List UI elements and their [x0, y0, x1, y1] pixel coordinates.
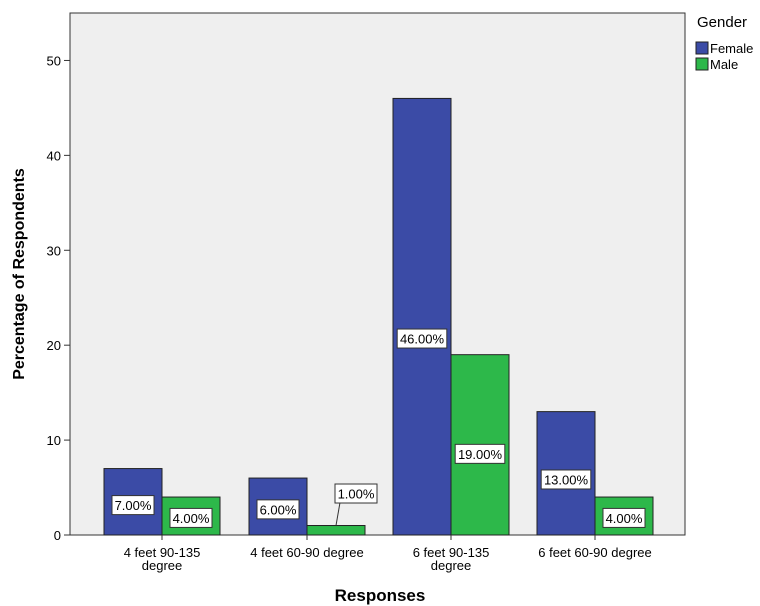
legend-swatch-female	[695, 41, 709, 55]
data-label-male-3-box	[454, 443, 506, 464]
data-label-female-3-box	[396, 328, 448, 349]
x-tick-label: 6 feet 90-135 degree	[413, 545, 490, 573]
y-tick-label: 30	[47, 243, 61, 258]
x-tick-label: 4 feet 60-90 degree	[250, 545, 363, 560]
data-label-female-4-box	[540, 469, 592, 490]
bar-male-2	[306, 525, 366, 536]
data-label-female-3: 46.00%	[400, 332, 445, 347]
x-axis-title: Responses	[335, 586, 426, 605]
x-axis: 4 feet 90-135 degree 4 feet 60-90 degree 6 …	[124, 535, 652, 573]
legend-title: Gender	[697, 14, 747, 31]
bars-group	[103, 97, 654, 536]
legend-label-male: Male	[710, 57, 738, 72]
data-labels-group: 7.00% 6.00% 46.00% 13.00% 4.00% 1.00% 19.00% 4.…	[111, 328, 646, 528]
y-axis-title: Percentage of Respondents	[11, 168, 28, 380]
y-axis: 0 10 20 30 40 50	[47, 53, 70, 543]
data-label-male-1: 4.00%	[173, 511, 210, 526]
data-label-female-2: 6.00%	[260, 502, 297, 517]
data-label-male-2: 1.00%	[338, 487, 375, 502]
legend-swatch-male	[695, 57, 709, 71]
bar-female-3	[392, 97, 452, 536]
y-tick-label: 50	[47, 53, 61, 68]
x-tick-label: 6 feet 60-90 degree	[538, 545, 651, 560]
data-label-male-2-box	[334, 483, 378, 504]
data-label-female-4: 13.00%	[544, 472, 589, 487]
data-label-female-1-box	[111, 495, 155, 516]
data-label-male-1-box	[169, 507, 213, 528]
y-tick-label: 10	[47, 433, 61, 448]
data-label-male-2-leader	[335, 502, 341, 526]
x-tick-label: 4 feet 90-135 degree	[124, 545, 201, 573]
legend-label-female: Female	[710, 41, 753, 56]
y-tick-label: 20	[47, 338, 61, 353]
y-tick-label: 40	[47, 148, 61, 163]
data-label-female-1: 7.00%	[115, 498, 152, 513]
y-tick-label: 0	[54, 528, 61, 543]
data-label-male-4: 4.00%	[606, 511, 643, 526]
data-label-male-4-box	[602, 507, 646, 528]
data-label-female-2-box	[256, 499, 300, 520]
data-label-male-3: 19.00%	[458, 447, 503, 462]
